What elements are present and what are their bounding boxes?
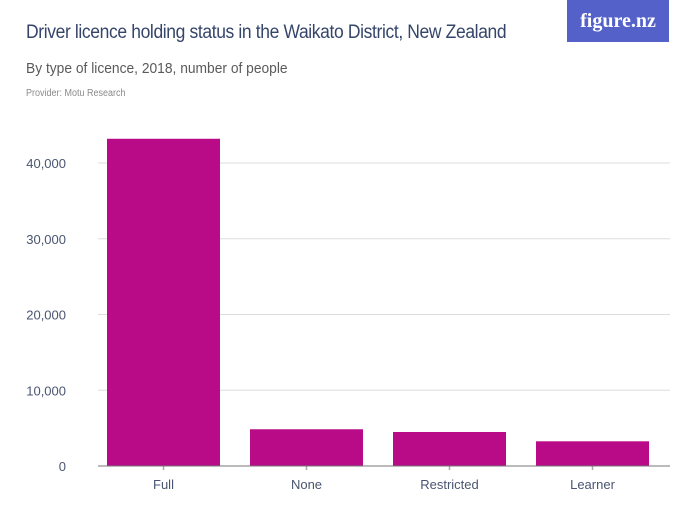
bar-full bbox=[107, 138, 220, 466]
y-tick-label: 30,000 bbox=[26, 232, 66, 247]
bar-restricted bbox=[393, 431, 506, 466]
provider-label: Provider: Motu Research bbox=[26, 88, 126, 99]
y-tick-label: 20,000 bbox=[26, 308, 66, 323]
figure-nz-logo[interactable]: figure.nz bbox=[567, 0, 669, 42]
x-tick-label: Learner bbox=[570, 477, 615, 492]
x-tick-label: Full bbox=[153, 477, 174, 492]
chart-title: Driver licence holding status in the Wai… bbox=[26, 22, 507, 43]
x-tick-label: Restricted bbox=[420, 477, 479, 492]
y-tick-label: 10,000 bbox=[26, 383, 66, 398]
y-tick-label: 40,000 bbox=[26, 156, 66, 171]
x-tick-label: None bbox=[291, 477, 322, 492]
bar-none bbox=[250, 429, 363, 466]
y-tick-label: 0 bbox=[59, 459, 66, 474]
chart-subtitle: By type of licence, 2018, number of peop… bbox=[26, 60, 288, 77]
bar-learner bbox=[536, 441, 649, 466]
